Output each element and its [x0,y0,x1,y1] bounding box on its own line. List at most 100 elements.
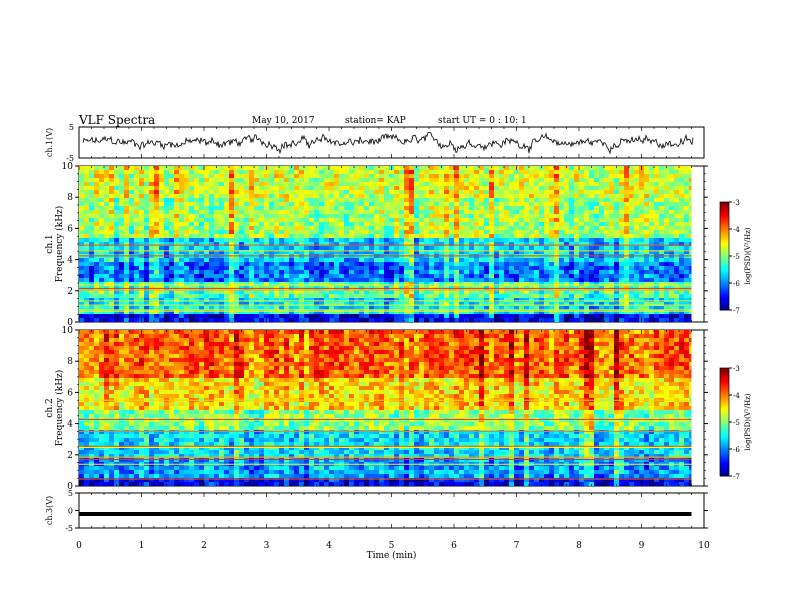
spectrogram-cell [414,226,419,230]
spectrogram-cell [419,186,424,190]
spectrogram-cell [524,246,529,250]
spectrogram-cell [79,194,84,198]
spectrogram-cell [399,166,404,170]
spectrogram-cell [359,194,364,198]
spectrogram-cell [654,178,659,182]
spectrogram-cell [149,310,154,314]
spectrogram-cell [124,170,129,174]
spectrogram-cell [534,170,539,174]
spectrogram-cell [294,306,299,310]
spectrogram-cell [654,214,659,218]
spectrogram-cell [279,294,284,298]
spectrogram-cell [689,210,692,214]
spectrogram-cell [144,166,149,170]
spectrogram-cell [459,190,464,194]
spectrogram-cell [309,214,314,218]
spectrogram-cell [664,302,669,306]
spectrogram-cell [579,182,584,186]
spectrogram-cell [634,234,639,238]
spectrogram-cell [259,302,264,306]
spectrogram-cell [504,282,509,286]
spectrogram-cell [419,202,424,206]
spectrogram-cell [454,318,459,322]
spectrogram-cell [404,318,409,322]
spectrogram-cell [129,198,134,202]
spectrogram-cell [234,250,239,254]
spectrogram-cell [184,246,189,250]
spectrogram-cell [79,190,84,194]
spectrogram-cell [274,182,279,186]
spectrogram-cell [654,182,659,186]
spectrogram-cell [109,186,114,190]
spectrogram-cell [404,234,409,238]
spectrogram-cell [89,194,94,198]
spectrogram-cell [299,250,304,254]
spectrogram-cell [239,282,244,286]
spectrogram-cell [669,302,674,306]
spectrogram-cell [589,182,594,186]
spectrogram-cell [244,202,249,206]
spectrogram-cell [409,250,414,254]
spectrogram-cell [444,226,449,230]
spectrogram-cell [269,302,274,306]
spectrogram-cell [559,166,564,170]
spectrogram-cell [499,262,504,266]
spectrogram-cell [269,262,274,266]
spectrogram-cell [604,298,609,302]
spectrogram-cell [149,278,154,282]
spectrogram-cell [164,218,169,222]
spectrogram-cell [199,270,204,274]
spectrogram-cell [354,250,359,254]
spectrogram-cell [99,178,104,182]
spectrogram-cell [514,230,519,234]
spectrogram-cell [139,230,144,234]
spectrogram-cell [674,266,679,270]
spectrogram-cell [259,250,264,254]
spectrogram-cell [79,222,84,226]
spectrogram-cell [294,234,299,238]
spectrogram-cell [569,306,574,310]
spectrogram-cell [439,302,444,306]
spectrogram-cell [334,218,339,222]
spectrogram-cell [524,266,529,270]
spectrogram-cell [539,226,544,230]
spectrogram-cell [594,166,599,170]
spectrogram-cell [544,294,549,298]
spectrogram-cell [649,302,654,306]
spectrogram-cell [534,258,539,262]
spectrogram-cell [449,190,454,194]
spectrogram-cell [649,218,654,222]
spectrogram-cell [244,218,249,222]
spectrogram-cell [624,278,629,282]
spectrogram-cell [519,210,524,214]
spectrogram-cell [354,234,359,238]
spectrogram-cell [274,214,279,218]
spectrogram-cell [224,202,229,206]
spectrogram-cell [429,218,434,222]
spectrogram-cell [564,206,569,210]
spectrogram-cell [304,182,309,186]
spectrogram-cell [359,206,364,210]
spectrogram-cell [299,234,304,238]
spectrogram-cell [344,298,349,302]
spectrogram-cell [664,182,669,186]
spectrogram-cell [374,202,379,206]
spectrogram-cell [614,234,619,238]
spectrogram-cell [114,294,119,298]
spectrogram-cell [404,210,409,214]
spectrogram-cell [174,238,179,242]
spectrogram-cell [284,190,289,194]
spectrogram-cell [474,282,479,286]
spectrogram-cell [159,166,164,170]
spectrogram-cell [324,214,329,218]
spectrogram-cell [99,294,104,298]
spectrogram-cell [494,262,499,266]
spectrogram-cell [534,206,539,210]
spectrogram-cell [409,226,414,230]
spectrogram-cell [124,306,129,310]
spectrogram-cell [184,266,189,270]
spectrogram-cell [114,310,119,314]
spectrogram-cell [369,186,374,190]
spectrogram-cell [429,306,434,310]
spectrogram-cell [84,190,89,194]
